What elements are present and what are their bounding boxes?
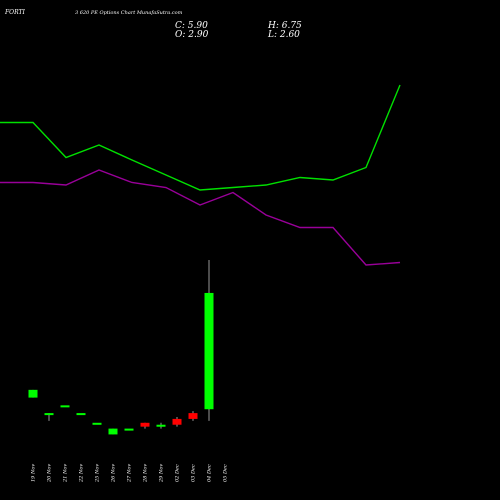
candle-6 <box>108 428 118 435</box>
x-tick-label: 21 Nov <box>63 464 69 483</box>
x-tick-label: 22 Nov <box>79 464 85 483</box>
candle-body <box>188 413 198 419</box>
candle-body <box>124 428 134 431</box>
candle-body <box>172 418 182 425</box>
candle-body <box>60 405 70 408</box>
candle-2 <box>44 413 54 421</box>
candle-9 <box>156 422 166 429</box>
candle-body <box>140 422 150 427</box>
indicator-lines <box>0 84 401 266</box>
candle-body <box>156 424 166 427</box>
candle-7 <box>124 428 134 431</box>
candle-11 <box>188 411 198 421</box>
candle-body <box>92 422 102 425</box>
low-price-label: L: 2.60 <box>267 30 300 40</box>
x-tick-label: 27 Nov <box>127 464 133 483</box>
x-tick-label: 05 Dec <box>223 464 229 482</box>
x-tick-label: 04 Dec <box>207 464 213 482</box>
x-tick-label: 28 Nov <box>143 464 149 483</box>
candle-1 <box>28 389 38 398</box>
x-tick-label: 26 Nov <box>111 464 117 483</box>
candle-8 <box>140 422 150 429</box>
candle-3 <box>60 405 70 408</box>
candle-5 <box>92 422 102 425</box>
x-tick-label: 25 Nov <box>95 464 101 483</box>
symbol-label: FORTI <box>4 9 25 16</box>
candle-10 <box>172 416 182 427</box>
indicator-line-2 <box>0 169 401 266</box>
open-price-label: O: 2.90 <box>175 30 209 40</box>
candle-body <box>76 413 86 416</box>
x-tick-label: 19 Nov <box>31 464 37 482</box>
candle-body <box>108 428 118 435</box>
candle-4 <box>76 413 86 416</box>
x-tick-label: 20 Nov <box>47 464 53 483</box>
candle-body <box>204 292 214 410</box>
x-tick-label: 03 Dec <box>191 464 197 482</box>
candlesticks <box>28 260 214 435</box>
x-tick-label: 02 Dec <box>175 464 181 482</box>
candle-body <box>44 413 54 416</box>
high-price-label: H: 6.75 <box>267 21 302 31</box>
x-tick-label: 29 Nov <box>159 464 165 483</box>
indicator-line-1 <box>0 84 401 191</box>
chart-title: 3 620 PE Options Chart MunafaSutra.com <box>75 10 183 16</box>
x-axis: 19 Nov 20 Nov 21 Nov 22 Nov 25 Nov 26 Nov 27 N… <box>31 464 229 483</box>
close-price-label: C: 5.90 <box>175 21 208 31</box>
candle-body <box>28 389 38 398</box>
candle-12 <box>204 260 214 421</box>
